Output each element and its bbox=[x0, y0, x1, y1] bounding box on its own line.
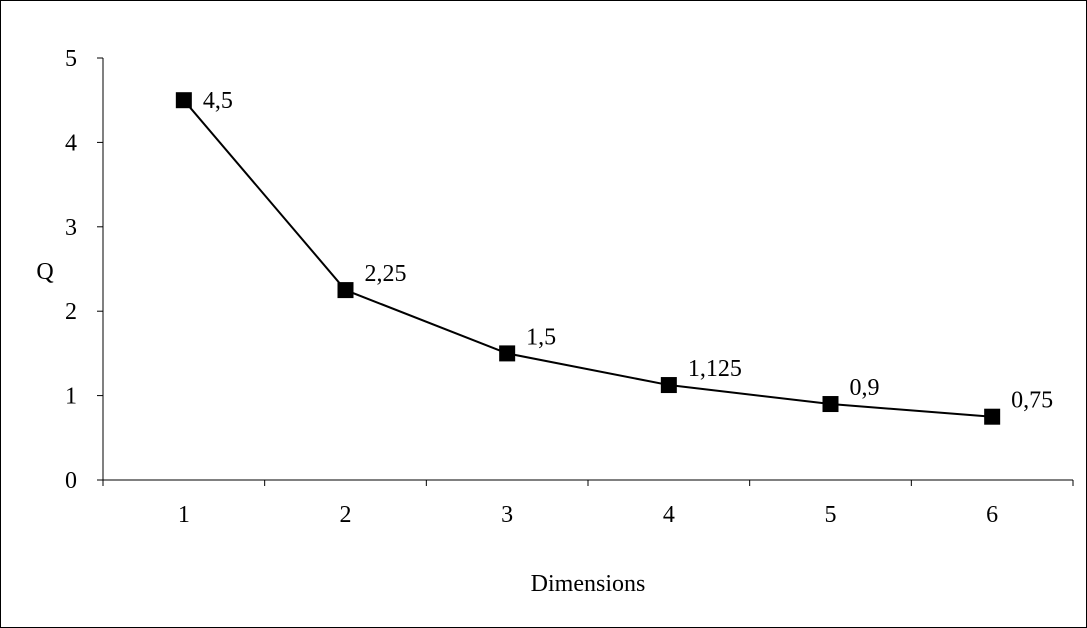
data-label: 4,5 bbox=[203, 88, 233, 114]
data-point-marker bbox=[984, 408, 1001, 425]
data-label: 0,75 bbox=[1011, 388, 1053, 414]
y-axis-label: Q bbox=[36, 259, 53, 285]
data-labels-group: 4,5 2,25 1,5 1,125 0,9 0,75 bbox=[203, 88, 1053, 414]
data-label: 2,25 bbox=[365, 261, 407, 287]
data-label: 1,125 bbox=[688, 356, 742, 382]
y-tick-label: 1 bbox=[65, 384, 77, 410]
data-point-marker bbox=[660, 377, 677, 394]
data-point-marker bbox=[499, 345, 516, 362]
y-tick-label: 3 bbox=[65, 215, 77, 241]
data-point-marker bbox=[822, 396, 839, 413]
x-tick-label: 1 bbox=[178, 502, 190, 528]
series-line-group bbox=[183, 99, 993, 418]
x-axis-label: Dimensions bbox=[531, 571, 646, 597]
axes: 0 1 2 3 4 5 1 2 3 4 5 6 bbox=[65, 46, 1074, 528]
data-label: 0,9 bbox=[850, 375, 880, 401]
x-tick-label: 5 bbox=[825, 502, 837, 528]
y-tick-label: 5 bbox=[65, 46, 77, 72]
x-tick-label: 6 bbox=[986, 502, 998, 528]
y-tick-label: 0 bbox=[65, 468, 77, 494]
y-tick-label: 4 bbox=[65, 130, 77, 156]
series-line bbox=[183, 99, 993, 418]
x-tick-label: 3 bbox=[501, 502, 513, 528]
x-tick-label: 4 bbox=[663, 502, 675, 528]
markers-group bbox=[175, 92, 1001, 425]
data-label: 1,5 bbox=[526, 324, 556, 350]
x-tick-label: 2 bbox=[340, 502, 352, 528]
data-point-marker bbox=[175, 92, 192, 109]
data-point-marker bbox=[337, 282, 354, 299]
y-tick-label: 2 bbox=[65, 299, 77, 325]
